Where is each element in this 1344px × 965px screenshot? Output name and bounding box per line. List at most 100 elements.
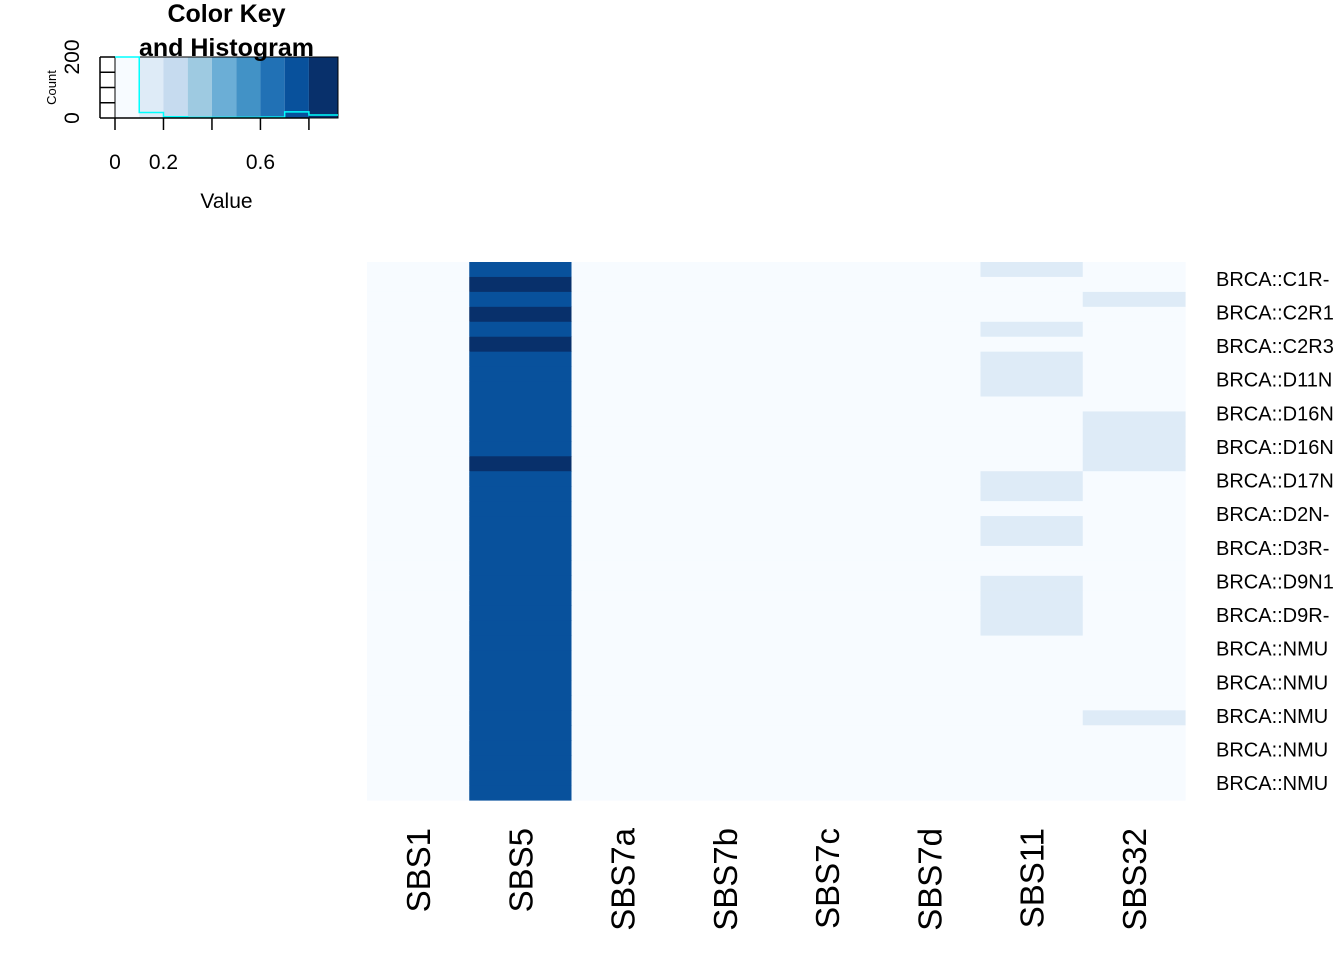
heatmap-cell xyxy=(1082,650,1186,667)
heatmap-cell xyxy=(776,635,879,652)
heatmap-cell xyxy=(878,396,982,413)
heatmap-cell xyxy=(776,755,879,771)
heatmap-row-label: BRCA::NMU xyxy=(1216,639,1328,661)
heatmap-cell xyxy=(980,575,1084,592)
heatmap-cell xyxy=(878,276,982,293)
heatmap-cell xyxy=(776,456,879,472)
heatmap-cell xyxy=(469,351,573,368)
heatmap-cell xyxy=(571,381,675,398)
heatmap-cell xyxy=(673,605,777,622)
heatmap-cell xyxy=(469,411,573,427)
heatmap-cell xyxy=(878,262,982,278)
heatmap-column-label: SBS7c xyxy=(809,828,846,929)
heatmap-cell xyxy=(673,545,777,562)
heatmap-cell xyxy=(1082,680,1186,696)
heatmap-cell xyxy=(980,545,1084,562)
heatmap-row-label: BRCA::D9R- xyxy=(1216,605,1329,627)
heatmap-cell xyxy=(776,351,879,368)
heatmap-row-label: BRCA::D16N xyxy=(1216,403,1334,425)
heatmap-cell xyxy=(776,531,879,547)
heatmap-cell xyxy=(1082,486,1186,502)
heatmap-cell xyxy=(1082,620,1186,637)
heatmap-cell xyxy=(776,262,879,278)
heatmap-cell xyxy=(878,486,982,502)
heatmap-cell xyxy=(367,531,470,547)
heatmap-cell xyxy=(469,456,573,472)
heatmap-cell xyxy=(469,516,573,532)
heatmap-cell xyxy=(878,351,982,368)
heatmap-cell xyxy=(469,620,573,637)
heatmap-cell xyxy=(1082,605,1186,622)
heatmap-cell xyxy=(367,785,470,801)
heatmap-cell xyxy=(776,366,879,383)
heatmap-cell xyxy=(673,590,777,607)
heatmap-cell xyxy=(571,725,675,741)
heatmap-cell xyxy=(776,411,879,427)
heatmap-cell xyxy=(469,366,573,383)
heatmap-cell xyxy=(776,501,879,517)
heatmap-cell xyxy=(571,411,675,427)
heatmap-cell xyxy=(367,351,470,368)
heatmap-cell xyxy=(1082,471,1186,487)
heatmap-row-label: BRCA::D2N- xyxy=(1216,504,1329,526)
heatmap-cell xyxy=(469,725,573,741)
heatmap-cell xyxy=(469,710,573,726)
heatmap-cell xyxy=(980,306,1084,323)
heatmap-cell xyxy=(367,426,470,442)
heatmap-cell xyxy=(776,396,879,413)
heatmap-cell xyxy=(1082,501,1186,517)
heatmap-cell xyxy=(469,276,573,293)
heatmap-cell xyxy=(571,306,675,323)
heatmap-cell xyxy=(367,575,470,592)
heatmap-column-label: SBS32 xyxy=(1116,828,1153,931)
heatmap-cell xyxy=(776,680,879,696)
heatmap-cell xyxy=(776,471,879,487)
heatmap-cell xyxy=(571,650,675,667)
heatmap-cell xyxy=(571,560,675,577)
heatmap-cell xyxy=(1082,710,1186,726)
heatmap-cell xyxy=(673,441,777,457)
heatmap-cell xyxy=(1082,785,1186,801)
heatmap-cell xyxy=(878,635,982,652)
heatmap-cell xyxy=(571,471,675,487)
heatmap-column-label: SBS5 xyxy=(502,828,539,912)
heatmap-cell xyxy=(571,501,675,517)
heatmap-cell xyxy=(878,291,982,308)
heatmap-cell xyxy=(469,740,573,756)
heatmap-row-label: BRCA::C2R3 xyxy=(1216,336,1334,358)
heatmap-cell xyxy=(367,396,470,413)
heatmap-cell xyxy=(571,575,675,592)
heatmap-cell xyxy=(673,531,777,547)
color-key-band xyxy=(139,57,164,118)
heatmap-cell xyxy=(367,441,470,457)
heatmap-cell xyxy=(367,695,470,711)
heatmap-cell xyxy=(776,545,879,562)
heatmap-cell xyxy=(980,635,1084,652)
heatmap-cell xyxy=(980,755,1084,771)
heatmap-cell xyxy=(776,336,879,353)
heatmap-cell xyxy=(571,620,675,637)
heatmap-column-label: SBS7a xyxy=(605,827,642,930)
color-key-band xyxy=(211,57,237,118)
heatmap-cell xyxy=(980,516,1084,532)
heatmap-cell xyxy=(980,381,1084,398)
heatmap-cell xyxy=(469,560,573,577)
color-key-band xyxy=(260,57,285,118)
heatmap-cell xyxy=(571,545,675,562)
heatmap-cell xyxy=(673,366,777,383)
heatmap-cell xyxy=(878,755,982,771)
heatmap-cell xyxy=(776,770,879,786)
heatmap-cell xyxy=(673,381,777,398)
heatmap-cell xyxy=(878,680,982,696)
heatmap-cell xyxy=(980,441,1084,457)
heatmap-cell xyxy=(980,680,1084,696)
heatmap-column-label: SBS1 xyxy=(400,828,437,912)
heatmap-cell xyxy=(1082,665,1186,682)
heatmap-cell xyxy=(776,321,879,338)
heatmap-cell xyxy=(673,321,777,338)
heatmap-cell xyxy=(878,650,982,667)
heatmap-cell xyxy=(1082,291,1186,308)
heatmap-cell xyxy=(571,665,675,682)
heatmap-cell xyxy=(367,620,470,637)
